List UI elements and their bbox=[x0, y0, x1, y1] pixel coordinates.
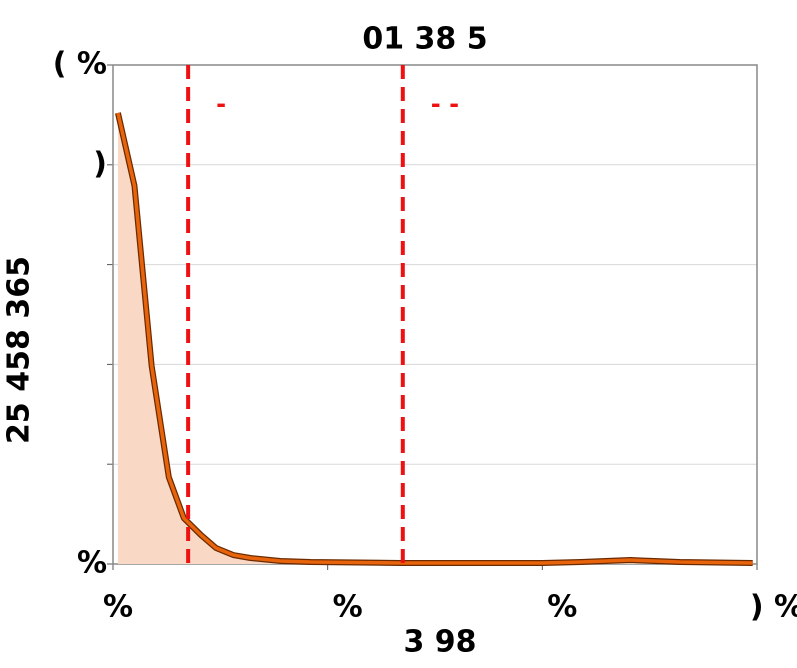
x-tick-label: % bbox=[547, 590, 577, 625]
y-tick-label: ( % bbox=[53, 47, 107, 82]
chart-title: 01 38 5 bbox=[362, 22, 487, 57]
x-tick-label: % bbox=[333, 590, 363, 625]
area-fill bbox=[117, 112, 753, 565]
reference-label: - - bbox=[431, 90, 459, 118]
x-axis-label: 3 98 bbox=[403, 625, 476, 660]
line-outline bbox=[115, 112, 753, 567]
y-tick-label: % bbox=[77, 546, 107, 581]
line bbox=[116, 112, 753, 565]
x-tick-label: % bbox=[103, 590, 133, 625]
plot-frame bbox=[112, 64, 758, 565]
y-axis-label: 25 458 365 bbox=[2, 256, 37, 444]
y-tick-label: ) bbox=[93, 146, 107, 181]
x-tick-label: ) % bbox=[750, 590, 797, 625]
reference-label: - bbox=[216, 90, 226, 118]
